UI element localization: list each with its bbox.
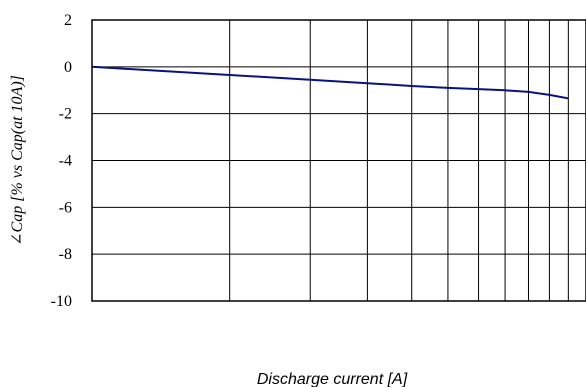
- y-tick-label: -6: [59, 199, 72, 216]
- grid: [92, 19, 586, 302]
- y-axis-label: ∠Cap [% vs Cap(at 10A)]: [9, 75, 26, 246]
- y-tick-label: -2: [59, 106, 72, 123]
- y-tick-labels: 2 0 -2 -4 -6 -8 -10: [51, 12, 72, 310]
- plot-frame: [91, 19, 586, 302]
- series-line: [91, 65, 569, 100]
- y-tick-label: -8: [59, 246, 72, 263]
- y-tick-label: 0: [64, 59, 72, 76]
- y-tick-label: -4: [59, 153, 72, 170]
- y-tick-label: -10: [51, 293, 72, 310]
- x-axis-label: Discharge current [A]: [257, 371, 408, 387]
- y-tick-label: 2: [64, 12, 72, 29]
